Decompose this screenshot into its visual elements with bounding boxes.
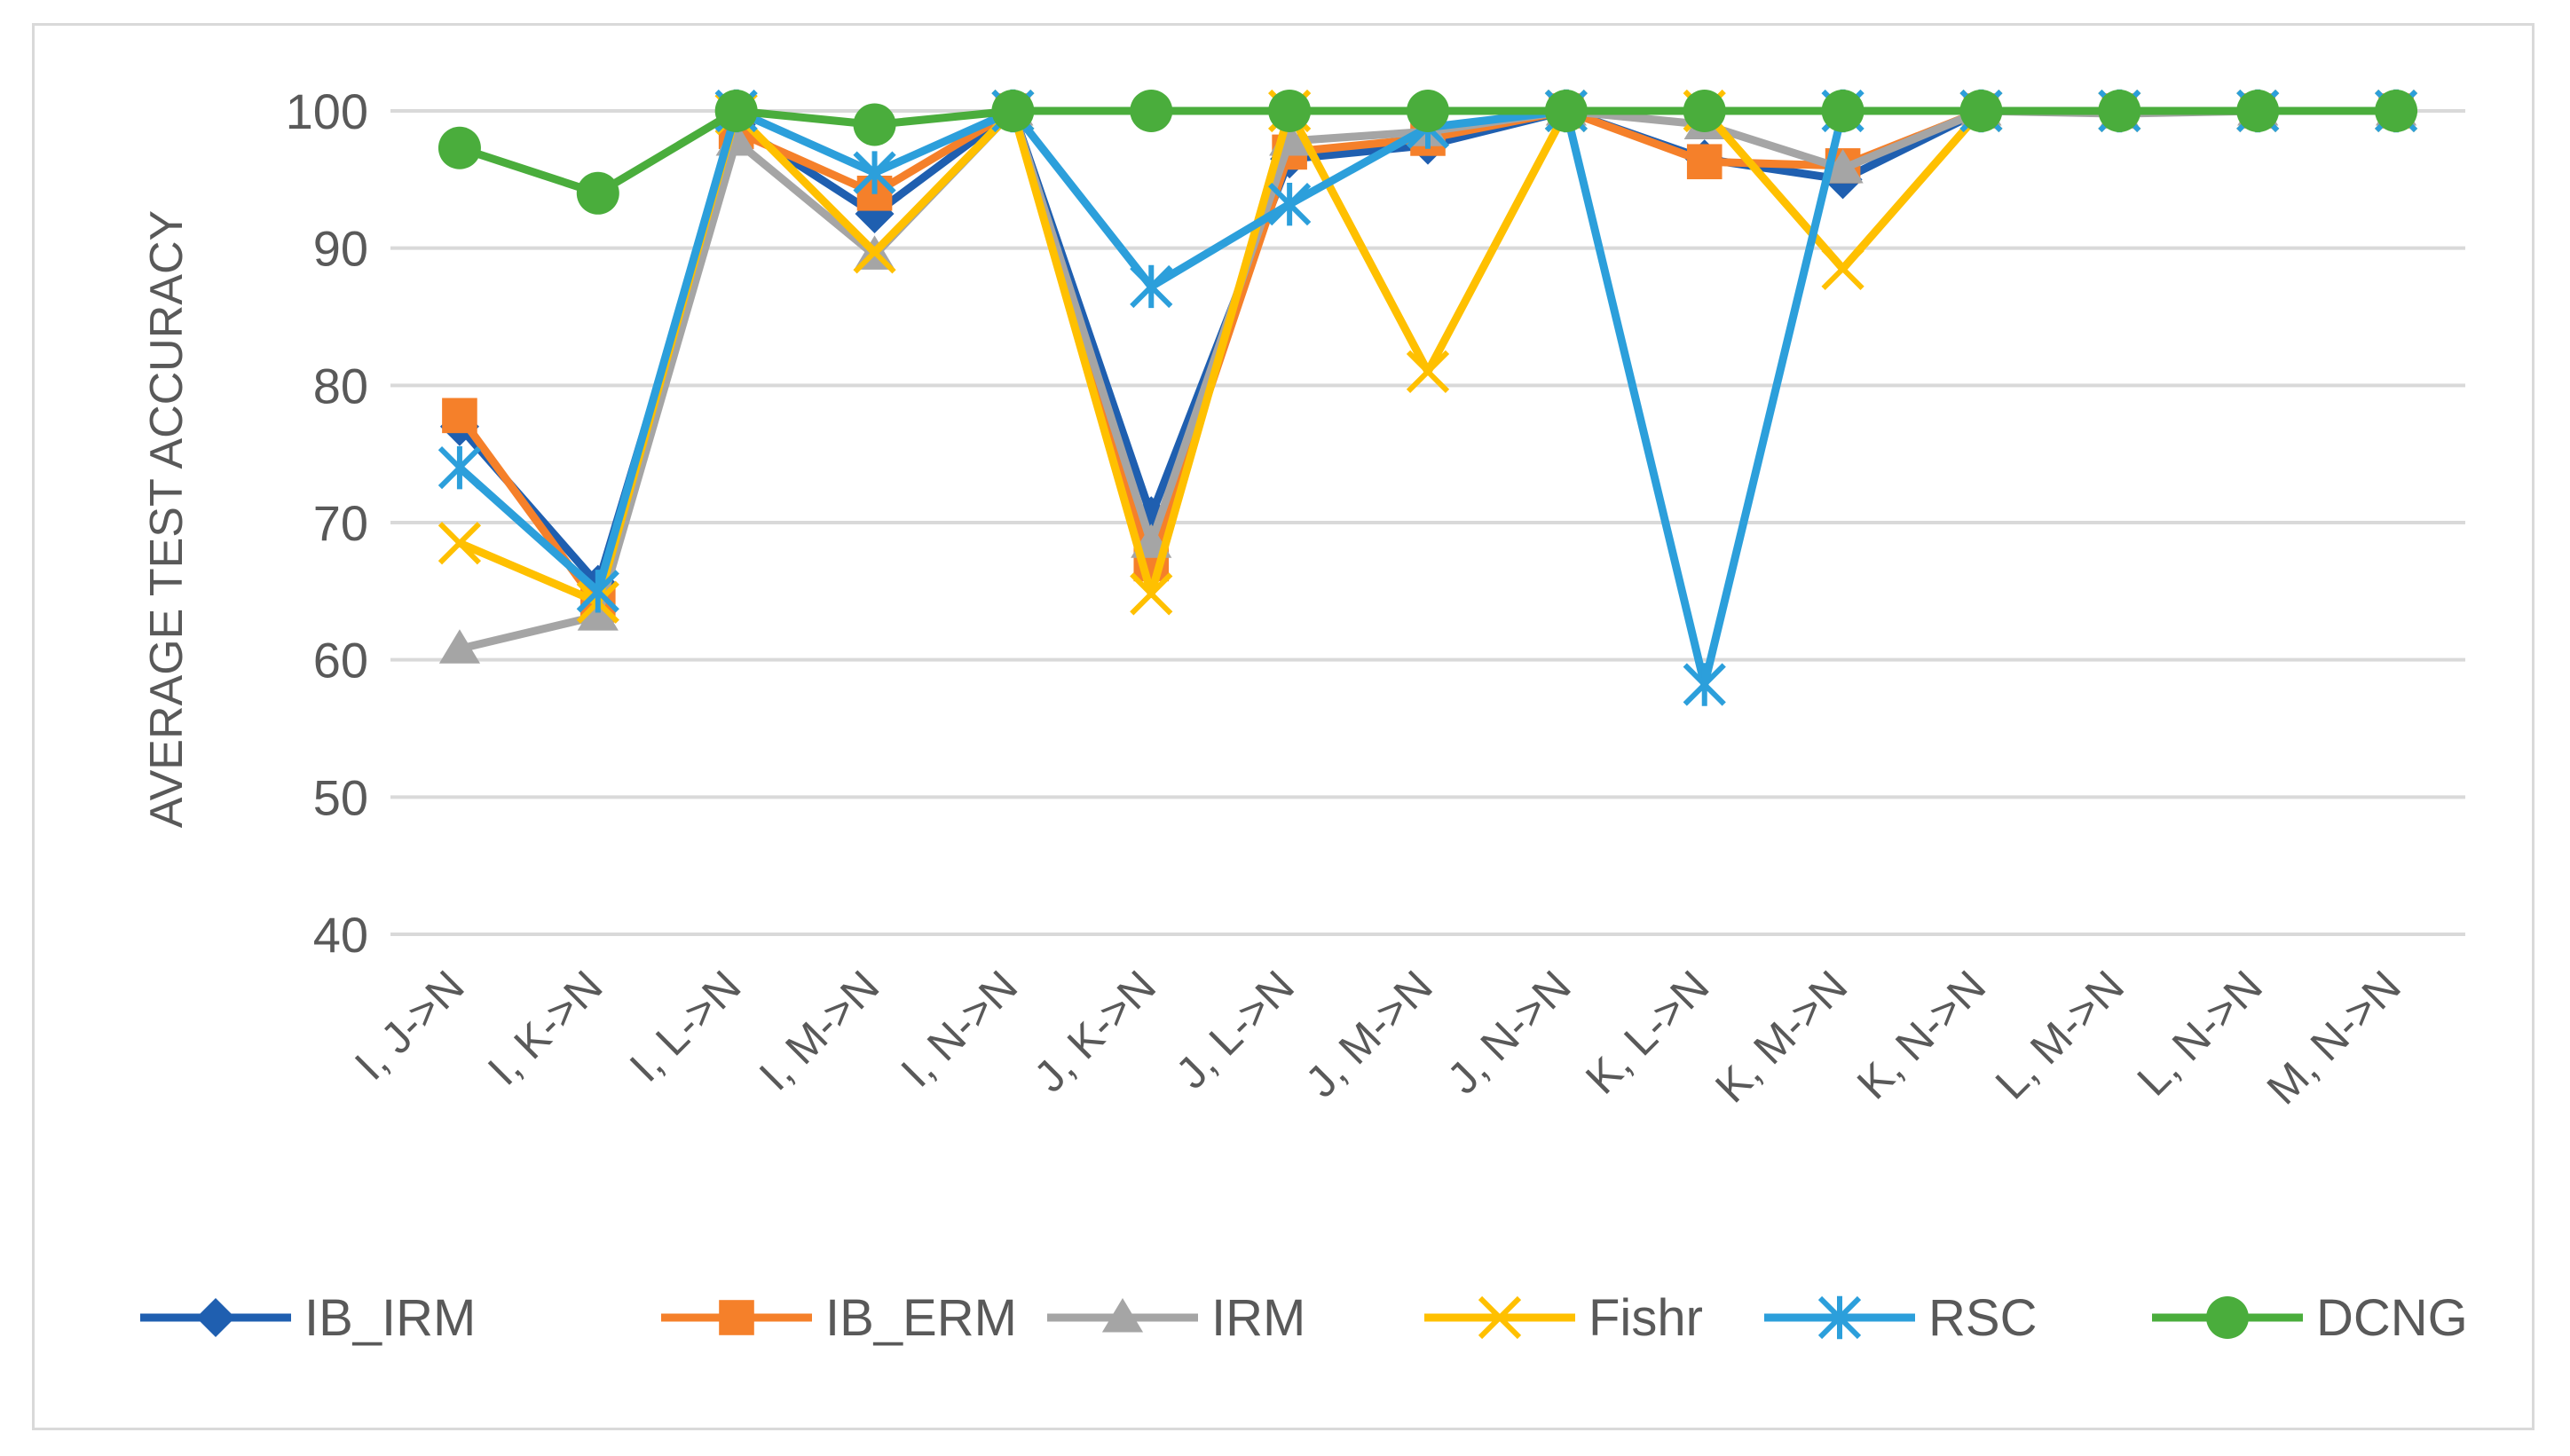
x-tick-label: I, K->N [478,961,612,1095]
y-tick-label: 70 [313,495,368,551]
series-irm [438,91,2417,664]
data-point [1268,182,1312,226]
data-point [1821,90,1864,132]
series-line [458,106,2397,653]
x-tick-label: I, J->N [345,961,474,1090]
y-tick-label: 100 [286,83,368,139]
x-tick-label: I, N->N [892,961,1028,1097]
legend-label: RSC [1928,1289,2037,1347]
y-tick-label: 60 [313,633,368,689]
data-point [1959,90,2003,132]
legend-item: IB_ERM [661,1289,1017,1347]
y-tick-label: 80 [313,358,368,413]
series-line [456,106,2397,589]
series-dcng [438,90,2418,215]
x-tick-label: I, M->N [750,961,888,1099]
legend-label: DCNG [2316,1289,2468,1347]
series-lines [438,89,2418,706]
x-tick-label: J, L->N [1166,961,1304,1098]
legend: IB_IRM IB_ERM IRM Fishr RSC DCNG [140,1289,2468,1347]
x-tick-label: J, M->N [1296,961,1441,1106]
y-tick-label: 40 [313,907,368,963]
data-point [1683,90,1726,132]
data-point [576,171,619,215]
x-tick-label: J, N->N [1438,961,1580,1103]
x-tick-label: K, N->N [1848,961,1995,1108]
data-point [1406,350,1450,393]
legend-label: IB_IRM [304,1289,476,1347]
data-point [1268,90,1312,132]
data-point [853,231,896,274]
y-axis-ticks: 40 50 60 70 80 90 100 [286,83,368,963]
legend-item: IRM [1047,1289,1305,1347]
x-tick-label: L, M->N [1986,961,2133,1108]
data-point [1821,247,1864,290]
data-point [991,90,1035,132]
legend-item: Fishr [1424,1289,1703,1347]
data-point [1407,90,1449,132]
legend-marker [196,1298,235,1337]
data-point [2098,90,2141,132]
legend-marker [1101,1298,1144,1333]
legend-label: Fishr [1589,1289,1703,1347]
data-point [438,445,482,490]
y-tick-label: 50 [313,769,368,825]
series-line [456,106,2397,610]
data-point [1686,144,1723,180]
data-point [577,596,619,631]
x-tick-label: L, N->N [2128,961,2272,1105]
legend-item: RSC [1764,1289,2037,1347]
legend-marker [1478,1295,1522,1340]
x-tick-label: J, K->N [1025,961,1165,1101]
legend-marker [1817,1295,1862,1340]
data-point [576,570,619,613]
data-point [438,629,481,664]
data-point [2236,90,2280,132]
data-point [1683,663,1726,706]
legend-item: IB_IRM [140,1289,476,1347]
series-line [456,106,2397,689]
legend-label: IRM [1211,1289,1305,1347]
data-point [2375,90,2418,132]
data-point [438,522,482,565]
x-tick-label: K, M->N [1706,961,1857,1112]
data-point [1130,264,1173,309]
series-line [458,106,2397,607]
legend-marker [2206,1296,2249,1339]
y-tick-label: 90 [313,221,368,277]
legend-item: DCNG [2152,1289,2468,1347]
x-tick-label: I, L->N [620,961,751,1091]
data-point [714,90,758,132]
chart-frame [32,23,2535,1430]
series-rsc [438,89,2418,706]
data-point [442,397,477,434]
data-point [1130,90,1173,132]
data-point [853,151,896,194]
data-point [1130,572,1173,616]
series-ib-irm [439,91,2416,604]
data-point [1822,148,1864,184]
legend-label: IB_ERM [825,1289,1017,1347]
series-ib-erm [442,93,2414,623]
data-point [1544,90,1588,132]
y-axis-title: AVERAGE TEST ACCURACY [141,210,193,828]
x-tick-label: M, N->N [2258,961,2410,1114]
series-fishr [438,89,2418,624]
data-point [438,126,481,169]
legend-marker [719,1300,754,1335]
data-point [853,103,896,146]
x-axis-ticks: I, J->N I, K->N I, L->N I, M->N I, N->NJ, K-… [345,961,2410,1114]
x-tick-label: K, L->N [1576,961,1718,1103]
